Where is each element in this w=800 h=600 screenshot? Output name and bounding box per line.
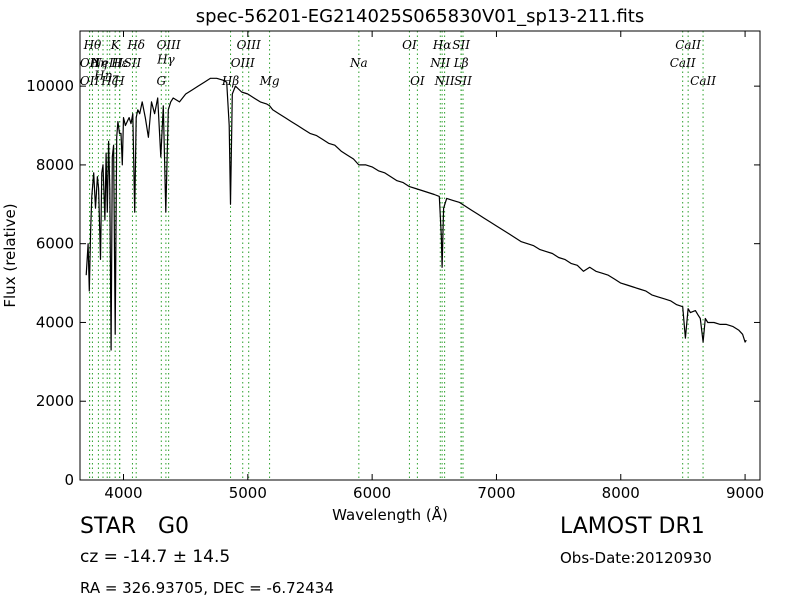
line-marker-label: OI xyxy=(402,38,417,52)
x-tick-label: 9000 xyxy=(726,484,764,502)
line-marker-label: OII xyxy=(80,56,100,70)
line-marker-label: CaII xyxy=(670,56,696,70)
x-tick-label: 4000 xyxy=(104,484,142,502)
line-marker-label: SII xyxy=(124,56,142,70)
line-marker-label: SII xyxy=(454,74,472,88)
line-marker-label: Hβ xyxy=(221,74,239,88)
redshift-readout: cz = -14.7 ± 14.5 xyxy=(80,547,231,567)
line-marker-label: K xyxy=(110,38,121,52)
object-subclass: G0 xyxy=(158,514,190,539)
line-marker-label: Hη xyxy=(89,56,108,70)
x-tick-label: 6000 xyxy=(353,484,391,502)
y-tick-label: 4000 xyxy=(36,313,74,331)
line-marker-label: Hθ xyxy=(83,38,102,52)
line-marker-label: OIII xyxy=(231,56,255,70)
chart-title: spec-56201-EG214025S065830V01_sp13-211.f… xyxy=(196,6,644,27)
line-marker-label: G xyxy=(157,74,167,88)
line-marker-label: NeIII xyxy=(90,56,123,70)
line-marker-label: CaII xyxy=(690,74,716,88)
x-tick-label: 7000 xyxy=(477,484,515,502)
line-marker-label: Hη xyxy=(93,69,112,83)
line-marker-label: Hδ xyxy=(126,38,145,52)
x-tick-label: 5000 xyxy=(229,484,267,502)
line-marker-label: OIII xyxy=(157,38,181,52)
line-marker-label: CaII xyxy=(675,38,701,52)
survey-label: LAMOST DR1 xyxy=(560,514,705,539)
plot-frame xyxy=(79,30,761,481)
x-axis-label: Wavelength (Å) xyxy=(332,505,448,524)
y-tick-label: 10000 xyxy=(26,77,74,95)
line-marker-label: NII xyxy=(434,74,455,88)
y-axis-label: Flux (relative) xyxy=(1,203,19,307)
object-class: STAR xyxy=(80,514,137,539)
line-marker-label: Na xyxy=(349,56,368,70)
y-tick-label: 0 xyxy=(64,471,74,489)
line-marker-label: Hζ xyxy=(100,74,119,88)
line-marker-label: Hε xyxy=(110,56,128,70)
line-marker-label: Hα xyxy=(432,38,452,52)
line-marker-label: Hγ xyxy=(156,52,175,66)
line-marker-label: H xyxy=(113,74,125,88)
x-tick-label: 8000 xyxy=(602,484,640,502)
spectrum-line xyxy=(85,77,747,351)
line-marker-label: Lβ xyxy=(453,56,469,70)
y-tick-label: 2000 xyxy=(36,392,74,410)
coordinates-readout: RA = 326.93705, DEC = -6.72434 xyxy=(80,579,334,597)
line-marker-label: OI xyxy=(410,74,425,88)
line-marker-label: OII xyxy=(80,74,100,88)
y-tick-label: 8000 xyxy=(36,156,74,174)
line-marker-label: NII xyxy=(429,56,450,70)
y-tick-label: 6000 xyxy=(36,235,74,253)
line-marker-label: SII xyxy=(452,38,470,52)
observation-date: Obs-Date:20120930 xyxy=(560,549,712,567)
line-marker-label: Mg xyxy=(259,74,280,88)
line-marker-label: OIII xyxy=(237,38,261,52)
